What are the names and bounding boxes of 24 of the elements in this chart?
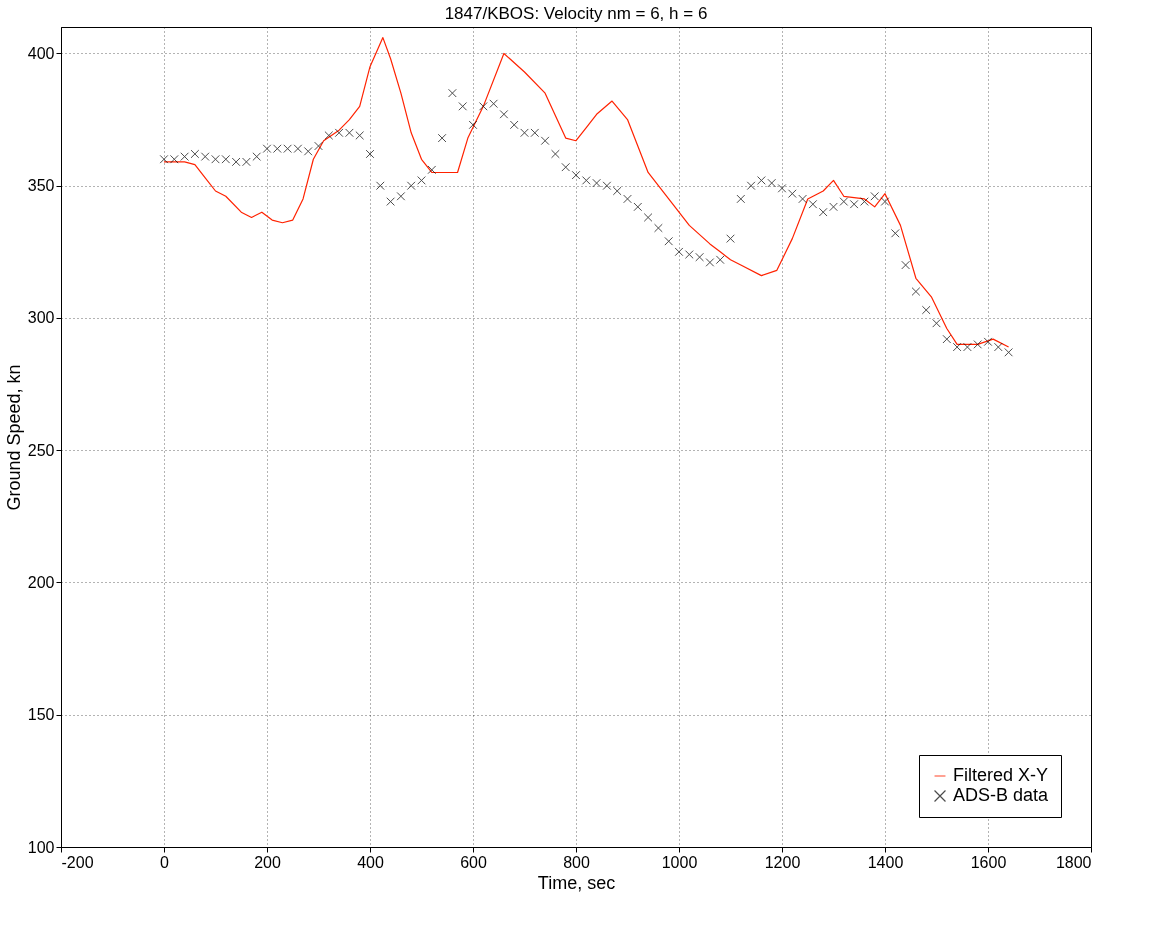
x-tick-label: 200 [254, 853, 281, 871]
legend-label: Filtered X-Y [953, 765, 1049, 785]
y-tick-label: 400 [27, 44, 55, 62]
y-tick-label: 100 [27, 838, 55, 856]
x-tick-label: 1400 [867, 853, 904, 871]
y-tick-label: 300 [27, 309, 55, 327]
y-tick-label: 350 [27, 177, 55, 195]
x-tick-label: 400 [357, 853, 384, 871]
x-tick-label: 800 [563, 853, 590, 871]
x-tick-label: -200 [61, 853, 94, 871]
x-tick-label: 1000 [661, 853, 698, 871]
x-tick-label: 0 [160, 853, 170, 871]
x-axis-title: Time, sec [537, 872, 616, 893]
x-tick-label: 1800 [1055, 853, 1092, 871]
y-axis-title: Ground Speed, kn [3, 364, 24, 511]
chart-title: 1847/KBOS: Velocity nm = 6, h = 6 [444, 4, 708, 23]
line-series [163, 36, 1010, 348]
legend-label: ADS-B data [953, 785, 1050, 805]
y-tick-label: 150 [27, 706, 55, 724]
x-tick-label: 1200 [764, 853, 801, 871]
x-tick-label: 1600 [970, 853, 1007, 871]
x-tick-label: 600 [460, 853, 487, 871]
y-tick-label: 250 [27, 441, 55, 459]
y-tick-label: 200 [27, 573, 55, 591]
